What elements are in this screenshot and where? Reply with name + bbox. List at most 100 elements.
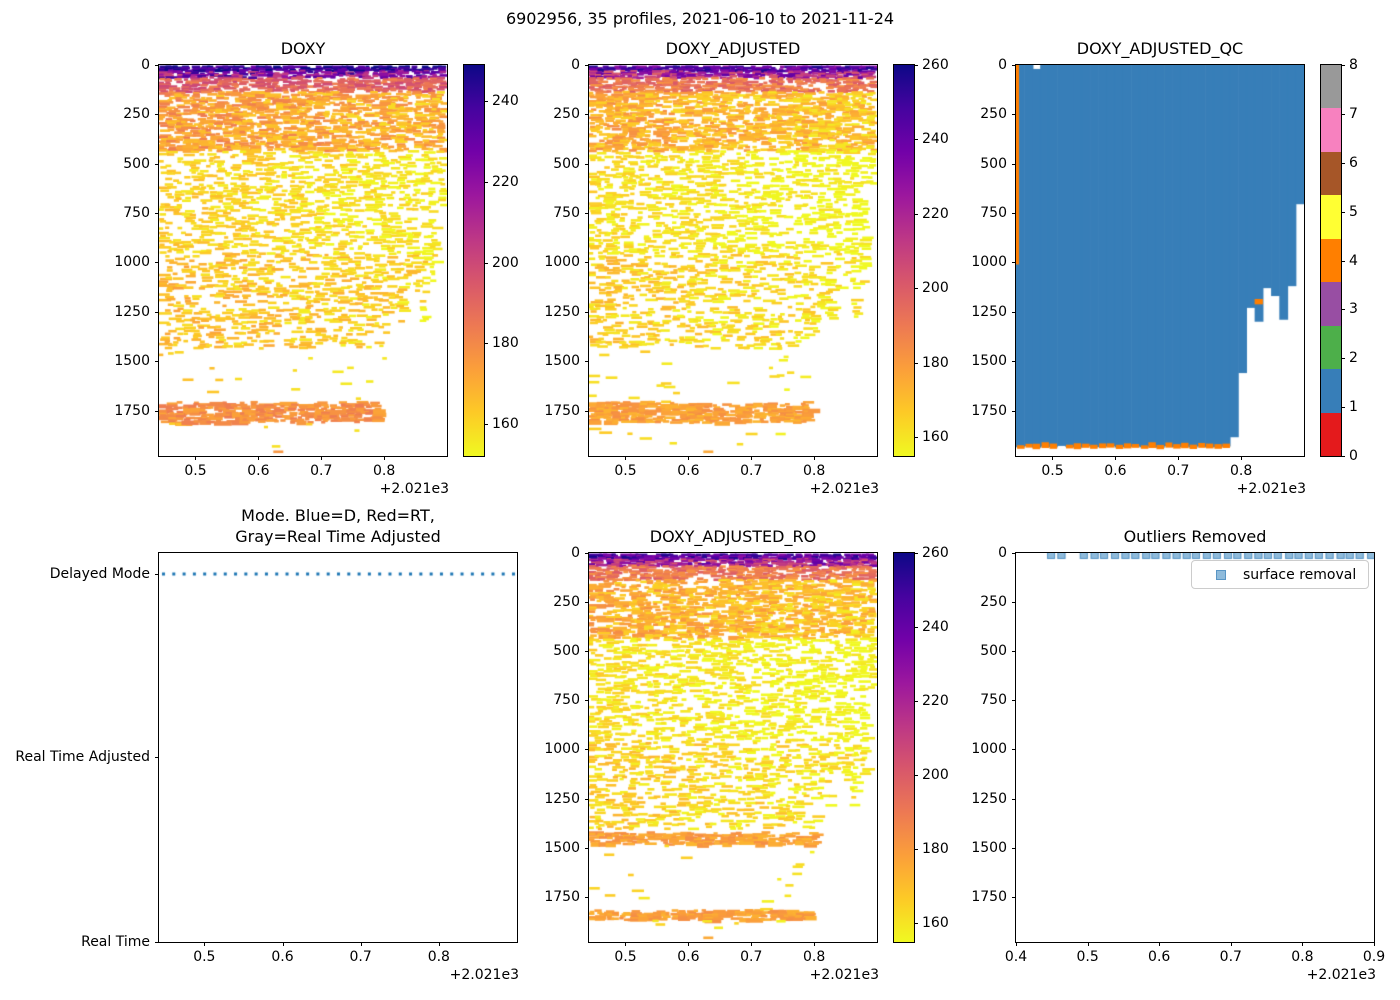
doxy-adjusted-scatter-canvas (589, 65, 877, 456)
x-tick-mark (258, 456, 260, 460)
colorbar-tick-label: 240 (922, 619, 949, 636)
x-tick-label: 0.5 (1076, 949, 1099, 965)
qc-colorbar-segment (1321, 195, 1341, 240)
x-tick-label: 0.8 (802, 463, 826, 479)
x-tick-label: 0.5 (614, 463, 637, 479)
x-tick-mark (1241, 456, 1243, 460)
x-tick-label: 0.7 (349, 949, 372, 965)
doxy-scatter-canvas (159, 65, 447, 456)
x-axis-offset-label: +2.021e3 (1236, 481, 1306, 497)
colorbar-tick-label: 8 (1349, 57, 1358, 73)
y-tick-label: 1500 (114, 353, 150, 370)
y-tick-label: 1500 (544, 353, 580, 370)
x-tick-mark (1159, 942, 1161, 946)
colorbar-tick-mark (914, 213, 918, 215)
y-tick-mark (585, 896, 589, 898)
y-tick-mark (1012, 847, 1016, 849)
y-tick-label: 250 (980, 106, 1007, 123)
qc-colorbar-segment (1321, 412, 1341, 457)
x-tick-mark (282, 942, 284, 946)
x-tick-label: 0.5 (1041, 463, 1064, 479)
qc-colorbar-segment (1321, 65, 1341, 109)
legend-label: surface removal (1243, 566, 1357, 583)
y-tick-mark (1012, 65, 1016, 66)
colorbar-tick-label: 240 (922, 131, 949, 148)
y-tick-label: 1750 (544, 888, 580, 905)
x-tick-mark (625, 456, 627, 460)
y-tick-mark (585, 311, 589, 313)
figure-title: 6902956, 35 profiles, 2021-06-10 to 2021… (505, 9, 895, 28)
colorbar-tick-mark (1341, 407, 1345, 409)
mode-title-line1: Mode. Blue=D, Red=RT, (241, 506, 435, 526)
y-tick-mark (155, 163, 159, 165)
y-tick-label: 1000 (114, 254, 150, 271)
qc-colorbar-segment (1321, 369, 1341, 414)
y-tick-mark (1012, 361, 1016, 363)
x-tick-mark (1302, 942, 1304, 946)
doxy-adjusted-colorbar: 260 240 220 200 180 160 (893, 57, 949, 457)
y-tick-label: 1750 (971, 888, 1007, 905)
x-tick-mark (625, 942, 627, 946)
x-axis-offset-label: +2.021e3 (1306, 967, 1376, 983)
y-tick-mark (585, 163, 589, 165)
x-tick-mark (1052, 456, 1054, 460)
y-tick-mark (1012, 798, 1016, 800)
x-tick-label: 0.9 (1362, 949, 1386, 965)
colorbar-tick-mark (484, 181, 488, 183)
qc-colorbar-segment (1321, 282, 1341, 327)
y-tick-label: 750 (553, 205, 580, 222)
doxy-adjusted-ro-scatter-canvas (589, 553, 877, 942)
y-tick-label: 750 (123, 205, 150, 222)
y-tick-label: 1500 (971, 353, 1007, 370)
x-tick-label: 0.6 (677, 949, 700, 965)
y-tick-mark (1012, 262, 1016, 264)
colorbar-tick-mark (1341, 260, 1345, 262)
x-tick-label: 0.7 (1167, 463, 1190, 479)
x-tick-mark (688, 942, 690, 946)
doxy-adjusted-title: DOXY_ADJUSTED (665, 39, 801, 59)
x-tick-label: 0.4 (1004, 949, 1028, 965)
x-tick-mark (204, 942, 206, 946)
doxy-adjusted-ro-title: DOXY_ADJUSTED_RO (649, 527, 817, 547)
y-tick-label: 0 (998, 545, 1007, 561)
x-tick-mark (688, 456, 690, 460)
y-tick-mark (585, 553, 589, 554)
y-tick-mark (1012, 749, 1016, 751)
x-tick-label: 0.5 (193, 949, 216, 965)
subplot-doxy-adjusted-ro: DOXY_ADJUSTED_RO 0.5 0.6 0.7 0.8 0 250 500 750 1… (544, 527, 879, 983)
qc-colorbar-segment (1321, 151, 1341, 196)
colorbar-tick-mark (914, 923, 918, 925)
y-tick-label: 500 (553, 155, 580, 172)
colorbar-tick-mark (484, 101, 488, 103)
mode-title-line2: Gray=Real Time Adjusted (235, 527, 441, 547)
y-tick-label: 500 (980, 643, 1007, 660)
y-tick-mark (585, 602, 589, 604)
colorbar-tick-label: 220 (922, 205, 949, 222)
colorbar-tick-label: 5 (1349, 203, 1358, 220)
colorbar-tick-label: 200 (922, 280, 949, 297)
y-tick-label: 1000 (971, 254, 1007, 271)
colorbar-tick-mark (484, 343, 488, 345)
x-tick-mark (195, 456, 197, 460)
qc-colorbar-segment (1321, 238, 1341, 283)
x-tick-mark (384, 456, 386, 460)
x-tick-label: 0.6 (1104, 463, 1127, 479)
colorbar-tick-mark (1341, 309, 1345, 311)
y-tick-label: 250 (123, 106, 150, 123)
x-tick-label: 0.5 (614, 949, 637, 965)
y-tick-mark (1012, 114, 1016, 116)
x-tick-mark (360, 942, 362, 946)
x-tick-label: 0.8 (372, 463, 396, 479)
x-tick-label: 0.7 (310, 463, 333, 479)
colorbar-tick-mark (1341, 162, 1345, 164)
x-tick-mark (751, 942, 753, 946)
legend: surface removal (1191, 560, 1369, 589)
y-tick-mark (1012, 213, 1016, 215)
x-tick-mark (751, 456, 753, 460)
colorbar-tick-label: 260 (922, 57, 949, 73)
qc-pcolormesh-canvas (1016, 65, 1304, 456)
y-tick-mark (155, 361, 159, 363)
colorbar-tick-label: 160 (492, 415, 519, 432)
x-tick-label: 0.6 (271, 949, 294, 965)
colorbar-tick-mark (914, 362, 918, 364)
